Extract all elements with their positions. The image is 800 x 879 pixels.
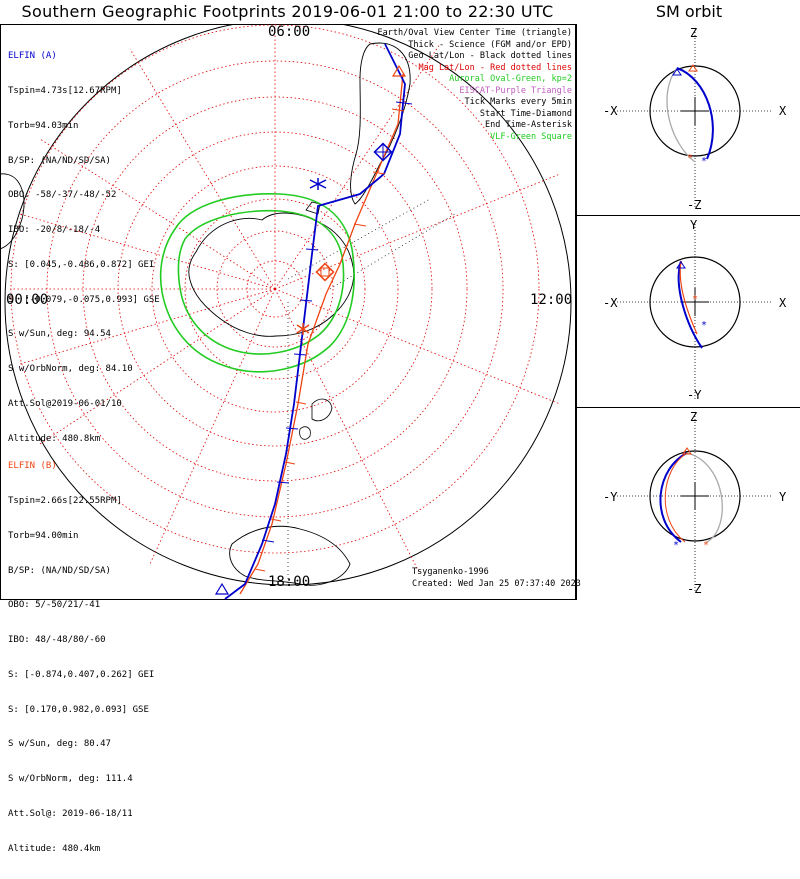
orbit2-axis-right: X xyxy=(779,296,787,310)
elfin-a-tick-marks xyxy=(261,101,413,543)
elfin-b-line: S: [0.170,0.982,0.093] GSE xyxy=(8,704,149,715)
legend-item: Start Time-Diamond xyxy=(479,108,572,119)
elfin-b-info: ELFIN (B) Tspin=2.66s[22.55RPM] Torb=94.… xyxy=(8,438,154,879)
elfin-b-line: B/SP: (NA/ND/SD/SA) xyxy=(8,565,111,576)
map-label-left: 00:00 xyxy=(6,292,49,308)
geo-grid xyxy=(287,198,456,584)
created-credit: Created: Wed Jan 25 07:37:40 2023 xyxy=(412,579,581,589)
orbit2-axis-bottom: -Y xyxy=(687,388,702,402)
orbit2-axis-top: Y xyxy=(690,218,698,232)
elfin-a-start-diamond xyxy=(373,142,393,162)
sm-orbit-yz-plot: * * xyxy=(617,416,773,592)
orbit3-axis-top: Z xyxy=(690,410,698,424)
orbit1-axis-left: -X xyxy=(603,104,618,118)
svg-text:*: * xyxy=(703,540,709,551)
elfin-a-line: IBO: -20/8/-18/-4 xyxy=(8,225,101,236)
orbit3-axis-left: -Y xyxy=(603,490,618,504)
legend-item: Thick - Science (FGM and/or EPD) xyxy=(408,39,572,50)
legend-item: VLF-Green Square xyxy=(490,131,572,142)
legend-item: Mag Lat/Lon - Red dotted lines xyxy=(418,62,572,73)
elfin-b-name: ELFIN (B) xyxy=(8,461,57,472)
map-label-top: 06:00 xyxy=(268,24,311,40)
page-title: Southern Geographic Footprints 2019-06-0… xyxy=(21,2,554,21)
elfin-b-line: OBO: 5/-50/21/-41 xyxy=(8,600,101,611)
elfin-a-line: OBO: -58/-37/-48/-52 xyxy=(8,190,117,201)
footprint-map-panel: ELFIN (A) Tspin=4.73s[12.67RPM] Torb=94.… xyxy=(0,18,581,854)
elfin-b-view-center-triangle xyxy=(391,64,407,77)
australia-coastline xyxy=(229,525,351,586)
orbit2-axis-left: -X xyxy=(603,296,618,310)
auroral-oval xyxy=(159,193,355,373)
elfin-a-line: S: [0.045,-0.486,0.872] GEI xyxy=(8,259,155,270)
sm-orbit-xz-panel: * * Z -Z -X X xyxy=(576,24,800,216)
elfin-a-info: ELFIN (A) Tspin=4.73s[12.67RPM] Torb=94.… xyxy=(8,28,160,469)
orbit1-axis-right: X xyxy=(779,104,787,118)
elfin-b-start-diamond xyxy=(315,262,335,282)
sm-orbit-xz-plot: * * xyxy=(617,32,773,207)
elfin-b-line: Att.Sol@: 2019-06-18/11 xyxy=(8,809,133,819)
elfin-b-line: Torb=94.00min xyxy=(8,530,79,541)
svg-text:*: * xyxy=(687,153,693,164)
model-credit: Tsyganenko-1996 xyxy=(412,567,489,577)
legend-item: Earth/Oval View Center Time (triangle) xyxy=(377,28,572,38)
elfin-b-line: S w/Sun, deg: 80.47 xyxy=(8,739,111,750)
new-zealand-south xyxy=(299,426,311,440)
orbit3-axis-bottom: -Z xyxy=(687,582,702,596)
elfin-a-line: Tspin=4.73s[12.67RPM] xyxy=(8,85,122,96)
elfin-b-line: IBO: 48/-48/80/-60 xyxy=(8,635,106,646)
svg-text:*: * xyxy=(701,320,707,331)
elfin-a-line: S w/OrbNorm, deg: 84.10 xyxy=(8,364,133,375)
south-america-coastline xyxy=(350,42,411,205)
sm-orbit-title: SM orbit xyxy=(655,2,723,21)
svg-text:*: * xyxy=(692,294,698,305)
elfin-a-line: S: [-0.079,-0.075,0.993] GSE xyxy=(8,294,160,305)
elfin-b-tick-marks xyxy=(254,108,405,572)
new-zealand-coastline xyxy=(311,398,333,422)
sm-orbit-xy-plot: * * xyxy=(617,224,773,399)
elfin-b-line: Tspin=2.66s[22.55RPM] xyxy=(8,495,122,506)
footprint-map xyxy=(0,18,576,600)
elfin-a-line: Altitude: 480.8km xyxy=(8,433,101,444)
legend-item: End Time-Asterisk xyxy=(485,120,572,130)
svg-text:*: * xyxy=(673,540,679,551)
elfin-b-track xyxy=(239,73,404,595)
elfin-b-line: Altitude: 480.4km xyxy=(8,843,101,854)
legend-item: Auroral Oval-Green, kp=2 xyxy=(449,74,572,84)
elfin-a-line: S w/Sun, deg: 94.54 xyxy=(8,329,111,340)
sm-orbit-yz-panel: * * Z -Z -Y Y xyxy=(576,408,800,600)
legend-item: Geo Lat/Lon - Black dotted lines xyxy=(408,51,572,61)
elfin-b-line: S w/OrbNorm, deg: 111.4 xyxy=(8,774,133,785)
elfin-a-line: Att.Sol@2019-06-01/10 xyxy=(8,399,122,409)
elfin-b-end-asterisk xyxy=(296,323,310,335)
mag-lon-grid xyxy=(10,24,561,575)
map-label-right: 12:00 xyxy=(530,292,573,308)
sm-orbit-xy-panel: * * Y -Y -X X xyxy=(576,216,800,408)
elfin-a-line: B/SP: (NA/ND/SD/SA) xyxy=(8,155,111,166)
elfin-b-line: S: [-0.874,0.407,0.262] GEI xyxy=(8,669,155,680)
elfin-a-track xyxy=(224,43,406,600)
elfin-a-name: ELFIN (A) xyxy=(8,51,57,62)
orbit3-axis-right: Y xyxy=(779,490,787,504)
orbit1-axis-bottom: -Z xyxy=(687,198,702,212)
elfin-a-view-center-triangle xyxy=(214,582,230,595)
elfin-a-end-asterisk xyxy=(309,178,327,190)
svg-text:*: * xyxy=(701,156,707,167)
orbit1-axis-top: Z xyxy=(690,26,698,40)
elfin-a-line: Torb=94.03min xyxy=(8,120,79,131)
map-legend: Earth/Oval View Center Time (triangle) T… xyxy=(378,28,572,143)
map-label-bottom: 18:00 xyxy=(268,574,311,590)
africa-coastline xyxy=(0,173,25,250)
legend-item: Tick Marks every 5min xyxy=(464,97,572,107)
legend-item: EISCAT-Purple Triangle xyxy=(459,85,572,96)
